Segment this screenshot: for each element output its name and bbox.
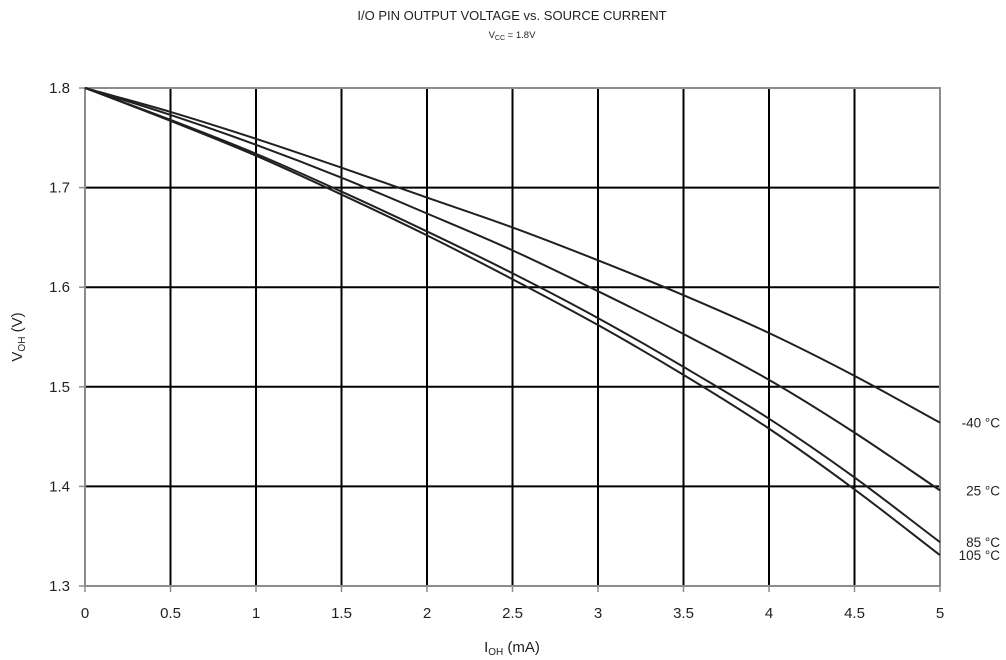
y-tick-label: 1.4: [49, 478, 70, 495]
y-axis-label-subscript: OH: [17, 337, 28, 352]
y-axis-label: VOH (V): [9, 312, 28, 361]
plot-frame: [84, 87, 941, 587]
series-line-85-c: [84, 87, 941, 543]
x-tick-label: 0: [81, 605, 89, 622]
y-tick-label: 1.7: [49, 180, 70, 197]
x-tick-label: 1.5: [331, 605, 352, 622]
x-axis-label-main: I: [484, 639, 488, 656]
x-tick-label: 1: [252, 605, 260, 622]
y-tick-label: 1.5: [49, 379, 70, 396]
y-tick-label: 1.6: [49, 279, 70, 296]
subtitle-main: V: [489, 30, 496, 41]
chart-title: I/O PIN OUTPUT VOLTAGE vs. SOURCE CURREN…: [357, 8, 666, 23]
y-axis-label-rest: (V): [9, 312, 26, 336]
subtitle-rest: = 1.8V: [505, 30, 536, 41]
series-label-40-c: -40 °C: [962, 416, 1001, 431]
x-tick-label: 5: [936, 605, 944, 622]
series-label-25-c: 25 °C: [966, 483, 1000, 498]
series-line-25-c: [84, 87, 941, 492]
series-line-40-c: [84, 87, 941, 424]
x-axis-label: IOH (mA): [484, 639, 540, 658]
x-axis-label-subscript: OH: [488, 647, 503, 658]
x-tick-label: 3: [594, 605, 602, 622]
y-axis-label-main: V: [9, 352, 26, 362]
series-label-85-c: 85 °C: [966, 535, 1000, 550]
x-axis-label-rest: (mA): [503, 639, 540, 656]
series-label-105-c: 105 °C: [959, 548, 1001, 563]
x-tick-label: 4.5: [844, 605, 865, 622]
x-tick-label: 0.5: [160, 605, 181, 622]
x-tick-label: 4: [765, 605, 773, 622]
grid: [79, 87, 941, 592]
x-tick-label: 3.5: [673, 605, 694, 622]
x-tick-label: 2: [423, 605, 431, 622]
series-line-105-c: [84, 87, 941, 556]
x-tick-label: 2.5: [502, 605, 523, 622]
series-lines: [84, 87, 941, 556]
subtitle-subscript: CC: [495, 35, 505, 42]
chart-subtitle: VCC = 1.8V: [489, 30, 537, 42]
y-tick-label: 1.3: [49, 578, 70, 595]
y-tick-label: 1.8: [49, 80, 70, 97]
tick-labels: 0 0.5 1 1.5 2 2.5 3 3.5 4 4.5 5 1.3 1.4 1.5 1.6 1.7 1.8: [49, 80, 944, 622]
